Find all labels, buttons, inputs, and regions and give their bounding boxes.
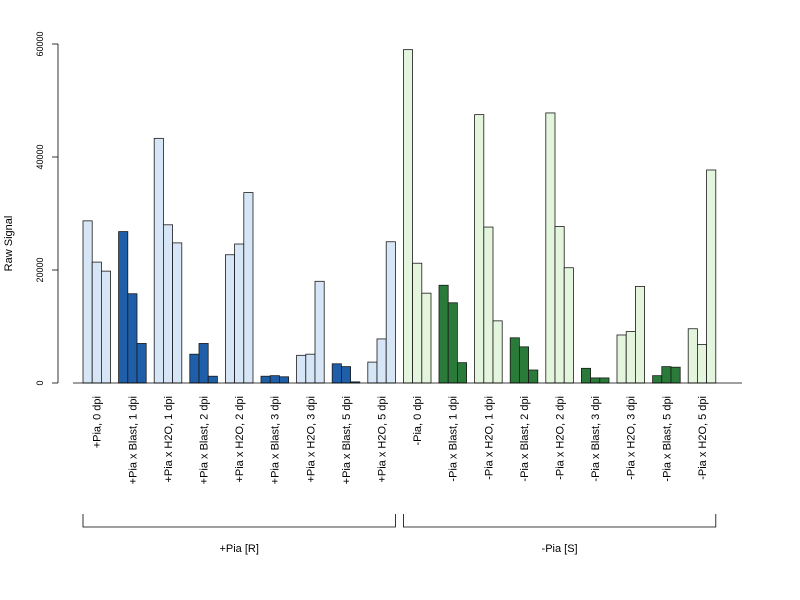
x-tick-label: +Pia x H2O, 3 dpi xyxy=(305,396,317,483)
bar xyxy=(670,366,681,384)
bar xyxy=(581,367,592,384)
x-tick-label: -Pia x Blast, 1 dpi xyxy=(448,396,460,482)
x-tick-label: -Pia x Blast, 5 dpi xyxy=(661,396,673,482)
bar xyxy=(101,270,112,384)
bar xyxy=(474,114,485,384)
bar xyxy=(421,292,432,384)
bar xyxy=(82,220,93,384)
bar xyxy=(412,262,423,384)
bar xyxy=(91,261,102,384)
bar xyxy=(118,231,129,384)
y-tick-label: 40000 xyxy=(35,144,45,169)
bar xyxy=(447,302,458,384)
bar xyxy=(661,366,672,384)
x-tick-label: +Pia x Blast, 3 dpi xyxy=(270,396,282,484)
y-axis-title: Raw Signal xyxy=(3,216,15,272)
bar xyxy=(207,375,218,384)
bar xyxy=(296,354,307,384)
bar xyxy=(224,254,235,384)
bar xyxy=(305,353,316,384)
bar xyxy=(153,137,164,384)
x-tick-label: -Pia x H2O, 3 dpi xyxy=(626,396,638,480)
x-tick-label: +Pia x Blast, 1 dpi xyxy=(127,396,139,484)
bar xyxy=(590,377,601,384)
y-tick-label: 60000 xyxy=(35,31,45,56)
group-label: -Pia [S] xyxy=(542,543,578,555)
x-tick-label: -Pia x H2O, 2 dpi xyxy=(554,396,566,480)
y-axis: 0 20000 40000 60000 xyxy=(35,31,59,386)
bar xyxy=(269,375,280,384)
x-tick-label: -Pia x Blast, 3 dpi xyxy=(590,396,602,482)
x-tick-label: -Pia, 0 dpi xyxy=(412,396,424,446)
y-tick-label: 20000 xyxy=(35,257,45,282)
bar xyxy=(492,320,503,384)
bar xyxy=(625,331,636,384)
bar xyxy=(367,361,378,384)
x-tick-label: +Pia x Blast, 2 dpi xyxy=(198,396,210,484)
bar xyxy=(189,353,200,384)
bar xyxy=(706,169,717,384)
bar xyxy=(376,338,387,384)
bar xyxy=(127,293,138,384)
bar xyxy=(314,280,325,384)
bar xyxy=(554,226,565,384)
bar xyxy=(519,346,530,384)
bar xyxy=(652,375,663,384)
bar xyxy=(528,369,539,384)
bar xyxy=(385,241,396,384)
bar xyxy=(243,192,254,384)
x-tick-label: +Pia x Blast, 5 dpi xyxy=(341,396,353,484)
bar xyxy=(198,343,209,384)
bar xyxy=(234,243,245,384)
x-tick-label: +Pia x H2O, 2 dpi xyxy=(234,396,246,483)
bar xyxy=(456,362,467,384)
bar xyxy=(172,242,183,384)
group-label: +Pia [R] xyxy=(219,543,258,555)
group-bracket xyxy=(403,514,717,528)
bar xyxy=(509,337,520,384)
bar xyxy=(697,344,708,384)
bar xyxy=(635,285,646,384)
bar xyxy=(438,284,449,384)
bar xyxy=(616,334,627,384)
bar xyxy=(545,112,556,384)
x-tick-label: +Pia x H2O, 1 dpi xyxy=(163,396,175,483)
bar xyxy=(260,375,271,384)
bar xyxy=(162,224,173,384)
bar xyxy=(599,377,610,384)
bar xyxy=(331,363,342,384)
bar xyxy=(278,376,289,384)
y-tick-label: 0 xyxy=(35,380,45,385)
bar xyxy=(136,343,147,384)
x-tick-label: +Pia, 0 dpi xyxy=(92,396,104,448)
x-tick-label: -Pia x H2O, 1 dpi xyxy=(483,396,495,480)
x-tick-label: +Pia x H2O, 5 dpi xyxy=(376,396,388,483)
bar xyxy=(687,328,698,384)
group-bracket xyxy=(82,514,396,528)
bars xyxy=(82,49,717,384)
bar xyxy=(340,366,351,384)
x-tick-label: -Pia x H2O, 5 dpi xyxy=(697,396,709,480)
bar xyxy=(563,267,574,384)
bar xyxy=(402,49,413,384)
group-brackets: +Pia [R] -Pia [S] xyxy=(82,514,717,555)
x-tick-label: -Pia x Blast, 2 dpi xyxy=(519,396,531,482)
x-tick-labels: +Pia, 0 dpi +Pia x Blast, 1 dpi +Pia x H2O… xyxy=(92,396,709,484)
bar xyxy=(483,226,494,384)
